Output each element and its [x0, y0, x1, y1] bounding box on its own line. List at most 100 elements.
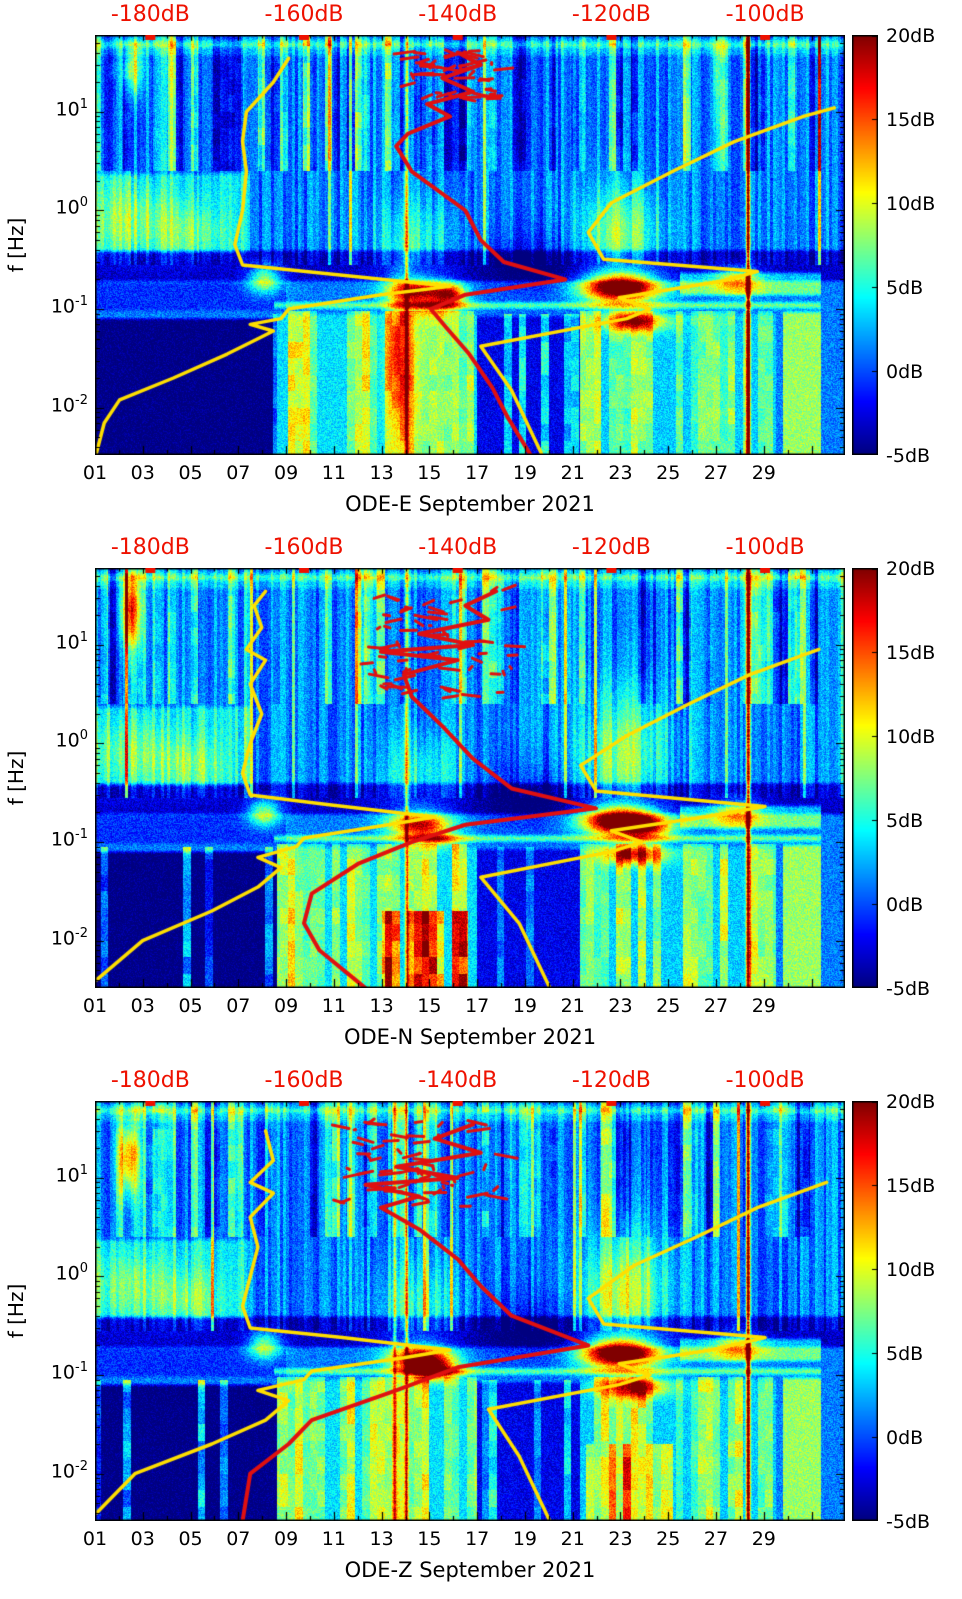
colorbar-tick-label: 15dB: [886, 109, 936, 131]
colorbar-tick-label: 15dB: [886, 1175, 936, 1197]
x-tick-label: 29: [751, 995, 776, 1017]
x-tick-label: 17: [465, 995, 490, 1017]
y-tick-label: 100: [18, 196, 88, 218]
x-tick-label: 01: [82, 1528, 108, 1550]
y-tick-label: 100: [18, 1262, 88, 1284]
y-tick-label: 10-2: [18, 1460, 88, 1482]
x-tick-label: 27: [703, 462, 729, 484]
y-tick-base: 10: [55, 1262, 80, 1285]
x-tick-label: 13: [369, 462, 394, 484]
y-tick-exponent: 1: [79, 96, 88, 112]
y-tick-label: 10-1: [18, 1361, 88, 1383]
y-tick-label: 100: [18, 729, 88, 751]
y-axis-label: f [Hz]: [4, 750, 28, 806]
y-axis-label: f [Hz]: [4, 217, 28, 273]
y-tick-label: 101: [18, 98, 88, 120]
x-axis-title: ODE-N September 2021: [343, 1025, 597, 1049]
colorbar-tick-label: -5dB: [886, 445, 931, 467]
top-axis-db-label: -160dB: [264, 2, 344, 27]
x-tick-label: 15: [417, 995, 442, 1017]
y-tick-base: 10: [50, 1460, 76, 1482]
y-tick-exponent: 0: [79, 728, 88, 744]
x-tick-label: 23: [608, 462, 633, 484]
y-tick-exponent: -1: [75, 1360, 88, 1376]
top-axis-db-label: -140dB: [418, 2, 498, 27]
x-tick-label: 17: [465, 1528, 490, 1550]
x-tick-label: 19: [512, 462, 538, 484]
x-tick-label: 07: [226, 995, 251, 1017]
x-axis-title: ODE-E September 2021: [345, 492, 595, 516]
x-axis-title: ODE-Z September 2021: [344, 1558, 596, 1582]
y-tick-base: 10: [50, 295, 76, 318]
y-tick-base: 10: [55, 631, 80, 654]
colorbar-ode-e: [852, 35, 878, 455]
y-tick-base: 10: [55, 729, 80, 752]
y-tick-base: 10: [55, 196, 80, 219]
x-tick-label: 11: [321, 995, 346, 1017]
x-tick-label: 01: [82, 462, 108, 484]
x-tick-label: 03: [130, 462, 155, 484]
colorbar-tick-label: 15dB: [886, 642, 936, 664]
colorbar-ode-z: [852, 1101, 878, 1521]
x-tick-label: 15: [417, 462, 442, 484]
top-axis-db-label: -180dB: [110, 535, 190, 560]
y-tick-label: 10-2: [18, 927, 88, 949]
top-axis-db-label: -120dB: [571, 535, 651, 560]
top-axis-db-label: -100dB: [725, 1068, 805, 1093]
x-tick-label: 09: [273, 462, 299, 484]
top-axis-db-label: -100dB: [725, 2, 805, 27]
y-tick-base: 10: [50, 927, 76, 949]
x-tick-label: 17: [465, 462, 490, 484]
colorbar-tick-label: 0dB: [886, 1427, 924, 1449]
x-tick-label: 13: [369, 995, 394, 1017]
x-tick-label: 23: [608, 1528, 633, 1550]
spectrogram-canvas-ode-n: [95, 568, 845, 988]
y-tick-label: 10-1: [18, 828, 88, 850]
top-axis-db-label: -140dB: [418, 1068, 498, 1093]
x-tick-label: 09: [273, 1528, 299, 1550]
colorbar-tick-label: -5dB: [886, 1511, 931, 1533]
x-tick-label: 11: [321, 1528, 346, 1550]
y-tick-exponent: 0: [79, 1261, 88, 1277]
y-tick-exponent: -2: [75, 925, 88, 941]
y-tick-label: 10-2: [18, 394, 88, 416]
y-tick-exponent: 1: [79, 1162, 88, 1178]
x-tick-label: 25: [656, 1528, 681, 1550]
colorbar-tick-label: 10dB: [886, 193, 936, 215]
x-tick-label: 21: [560, 462, 585, 484]
x-tick-label: 07: [226, 1528, 251, 1550]
x-tick-label: 03: [130, 995, 155, 1017]
x-tick-label: 13: [369, 1528, 394, 1550]
x-tick-label: 01: [82, 995, 108, 1017]
x-tick-label: 19: [512, 1528, 538, 1550]
y-tick-label: 101: [18, 631, 88, 653]
colorbar-tick-label: 0dB: [886, 361, 924, 383]
top-axis-db-label: -160dB: [264, 1068, 344, 1093]
top-axis-db-label: -160dB: [264, 535, 344, 560]
colorbar-tick-label: -5dB: [886, 978, 931, 1000]
top-axis-db-label: -180dB: [110, 2, 190, 27]
x-tick-label: 03: [130, 1528, 155, 1550]
colorbar-tick-label: 0dB: [886, 894, 924, 916]
x-tick-label: 23: [608, 995, 633, 1017]
x-tick-label: 19: [512, 995, 538, 1017]
colorbar-tick-label: 5dB: [886, 277, 924, 299]
y-tick-exponent: -1: [75, 294, 88, 310]
y-tick-base: 10: [50, 394, 76, 416]
spectrogram-canvas-ode-z: [95, 1101, 845, 1521]
x-tick-label: 29: [751, 462, 776, 484]
top-axis-db-label: -100dB: [725, 535, 805, 560]
panel-ode-e: f [Hz] ODE-E September 2021 -180dB -160dB…: [0, 0, 962, 533]
y-tick-label: 10-1: [18, 295, 88, 317]
x-tick-label: 05: [178, 995, 203, 1017]
colorbar-tick-label: 20dB: [886, 25, 936, 47]
panel-ode-n: f [Hz] ODE-N September 2021 -180dB -160dB…: [0, 533, 962, 1066]
y-tick-exponent: -2: [75, 392, 88, 408]
top-axis-db-label: -180dB: [110, 1068, 190, 1093]
y-tick-exponent: 0: [79, 195, 88, 211]
colorbar-ode-n: [852, 568, 878, 988]
x-tick-label: 05: [178, 1528, 203, 1550]
colorbar-tick-label: 20dB: [886, 1091, 936, 1113]
x-tick-label: 27: [703, 1528, 729, 1550]
